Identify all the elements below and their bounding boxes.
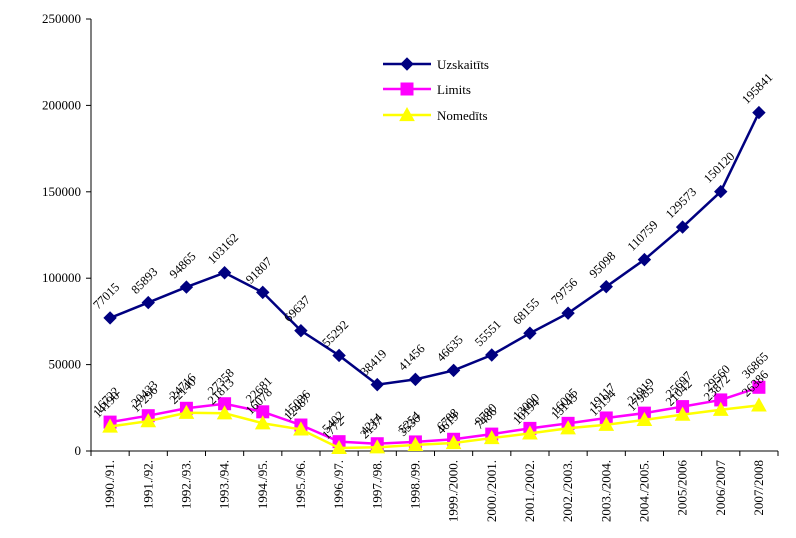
data-label-1: 68155	[510, 295, 542, 327]
data-point-3	[331, 439, 347, 455]
x-tick-label: 2002./2003.	[560, 460, 575, 522]
x-tick-label: 2000./2001.	[484, 460, 499, 522]
data-point-3	[140, 413, 157, 428]
legend-label-2: Limits	[437, 82, 471, 97]
x-tick-label: 1990./91.	[102, 460, 117, 509]
data-label-1: 55551	[472, 317, 504, 349]
data-point-1	[370, 377, 384, 392]
x-tick-label: 1997./98.	[369, 460, 384, 509]
data-point-3	[560, 420, 576, 435]
data-point-3	[751, 397, 767, 412]
data-point-1	[675, 220, 690, 234]
x-tick-label: 1992./93.	[178, 460, 193, 509]
data-point-3	[674, 406, 691, 421]
x-tick-label: 2004./2005.	[636, 460, 651, 522]
data-point-1	[637, 252, 652, 267]
data-point-1	[561, 306, 575, 320]
x-tick-label: 1995./96.	[293, 460, 308, 509]
data-point-1	[294, 323, 308, 338]
data-point-3	[369, 439, 386, 454]
y-tick-label: 200000	[42, 97, 81, 112]
x-tick-label: 2003./2004.	[598, 460, 613, 522]
data-point-3	[102, 418, 118, 433]
data-label-1: 41456	[396, 341, 428, 373]
data-point-1	[408, 372, 423, 387]
x-tick-label: 1996./97.	[331, 460, 346, 509]
x-tick-label: 1999./2000.	[446, 460, 461, 522]
data-label-1: 95098	[586, 249, 618, 281]
y-tick-label: 50000	[49, 357, 82, 372]
data-point-1	[141, 295, 155, 310]
data-point-3	[636, 411, 653, 427]
legend-marker-3	[399, 106, 415, 122]
x-tick-label: 2005/2006	[675, 460, 690, 516]
data-label-1: 69637	[281, 293, 313, 325]
data-point-3	[254, 415, 271, 430]
data-label-1: 38419	[357, 347, 389, 379]
data-label-1: 77015	[90, 280, 122, 312]
data-point-3	[293, 421, 309, 436]
data-point-1	[752, 105, 766, 120]
data-label-1: 110759	[625, 218, 661, 254]
data-point-3	[483, 430, 500, 445]
series-line-1	[109, 112, 761, 386]
legend-marker-1	[400, 57, 414, 71]
x-tick-label: 1998./99.	[407, 460, 422, 509]
data-point-1	[485, 348, 499, 362]
y-tick-label: 150000	[42, 184, 81, 199]
data-label-1: 46635	[434, 333, 466, 365]
data-point-3	[407, 436, 424, 451]
x-tick-label: 1991./92.	[140, 460, 155, 509]
legend-label-3: Nomedīts	[437, 108, 488, 123]
y-tick-label: 0	[75, 443, 82, 458]
data-point-2	[752, 380, 766, 394]
data-point-3	[178, 404, 195, 419]
data-point-1	[332, 348, 346, 363]
data-point-1	[179, 280, 194, 294]
y-tick-label: 100000	[42, 270, 81, 285]
x-tick-label: 1994./95.	[255, 460, 270, 509]
data-point-1	[217, 266, 232, 280]
data-point-1	[599, 279, 613, 294]
data-point-1	[714, 184, 728, 199]
data-point-1	[446, 363, 461, 378]
data-point-1	[256, 285, 270, 300]
x-tick-label: 1993./94.	[217, 460, 232, 509]
data-label-1: 79756	[548, 275, 580, 307]
data-point-3	[445, 434, 462, 450]
data-point-3	[598, 416, 615, 431]
data-point-3	[712, 401, 729, 416]
x-tick-label: 2006/2007	[713, 460, 728, 516]
data-point-3	[216, 405, 233, 420]
data-point-1	[523, 326, 537, 340]
series-line-3	[109, 404, 760, 450]
data-label-1: 94865	[167, 249, 199, 281]
y-tick-label: 250000	[42, 11, 81, 26]
data-label-1: 55292	[319, 318, 351, 350]
data-label-1: 195841	[739, 70, 775, 106]
data-point-1	[103, 311, 117, 325]
x-tick-label: 2001./2002.	[522, 460, 537, 522]
data-label-1: 85893	[128, 265, 160, 297]
data-label-1: 103162	[205, 230, 241, 266]
data-label-1: 91807	[243, 254, 275, 286]
x-tick-label: 2007/2008	[751, 460, 766, 516]
legend-marker-2	[400, 82, 414, 96]
data-point-3	[522, 425, 538, 440]
legend-label-1: Uzskaitīts	[437, 57, 489, 72]
